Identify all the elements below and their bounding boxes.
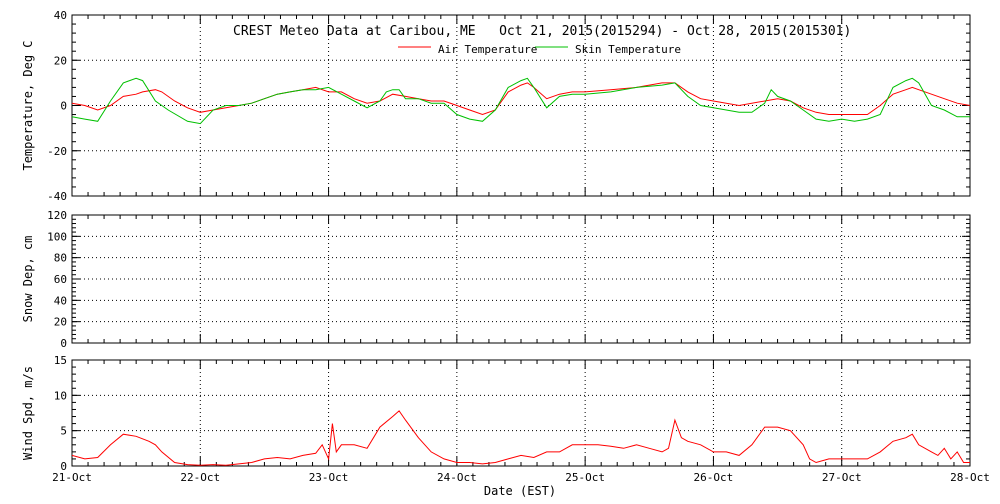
panel-snow: 0 20 40 60 80 100 120 Snow Dep, cm: [21, 209, 971, 350]
x-tick-label: 23-Oct: [309, 471, 349, 484]
y-axis-label: Wind Spd, m/s: [21, 366, 35, 460]
legend-label: Air Temperature: [438, 43, 537, 56]
y-tick-label: 0: [60, 460, 67, 473]
y-tick-label: 15: [54, 354, 67, 367]
y-tick-label: -40: [47, 190, 67, 203]
y-tick-label: 40: [54, 294, 67, 307]
legend: Air Temperature Skin Temperature: [398, 43, 681, 56]
panels-layer: -40 -20 0 20 40 Temperature, Deg C 0 20 40 60 80 10…: [21, 9, 990, 484]
x-tick-label: 26-Oct: [694, 471, 734, 484]
y-tick-label: 10: [54, 389, 67, 402]
series-line-air-temperature: [71, 82, 971, 116]
series-line-skin-temperature: [71, 77, 970, 125]
y-tick-label: 20: [54, 54, 67, 67]
panel-temperature: -40 -20 0 20 40 Temperature, Deg C: [21, 9, 971, 203]
y-tick-label: 0: [60, 337, 67, 350]
y-tick-label: 40: [54, 9, 67, 22]
chart-title: CREST Meteo Data at Caribou, ME Oct 21, …: [233, 24, 851, 39]
x-tick-label: 21-Oct: [52, 471, 92, 484]
y-axis-label: Snow Dep, cm: [21, 236, 35, 323]
x-axis-label: Date (EST): [484, 484, 556, 498]
y-axis-label: Temperature, Deg C: [21, 40, 35, 170]
series-line-wind-0: [71, 410, 970, 466]
x-tick-label: 27-Oct: [822, 471, 862, 484]
x-tick-label: 25-Oct: [565, 471, 605, 484]
y-tick-label: -20: [47, 145, 67, 158]
x-tick-label: 28-Oct: [950, 471, 990, 484]
x-tick-label: 22-Oct: [180, 471, 220, 484]
y-tick-label: 80: [54, 252, 67, 265]
y-tick-label: 100: [47, 230, 67, 243]
panel-wind: 0 5 10 15 Wind Spd, m/s 21-Oct 22-Oct 23-Oct 24-…: [21, 354, 990, 484]
y-tick-label: 20: [54, 316, 67, 329]
y-tick-label: 120: [47, 209, 67, 222]
y-tick-label: 60: [54, 273, 67, 286]
y-tick-label: 0: [60, 100, 67, 113]
y-tick-label: 5: [60, 425, 67, 438]
legend-label: Skin Temperature: [575, 43, 681, 56]
plot-frame: [71, 359, 971, 467]
x-tick-label: 24-Oct: [437, 471, 477, 484]
